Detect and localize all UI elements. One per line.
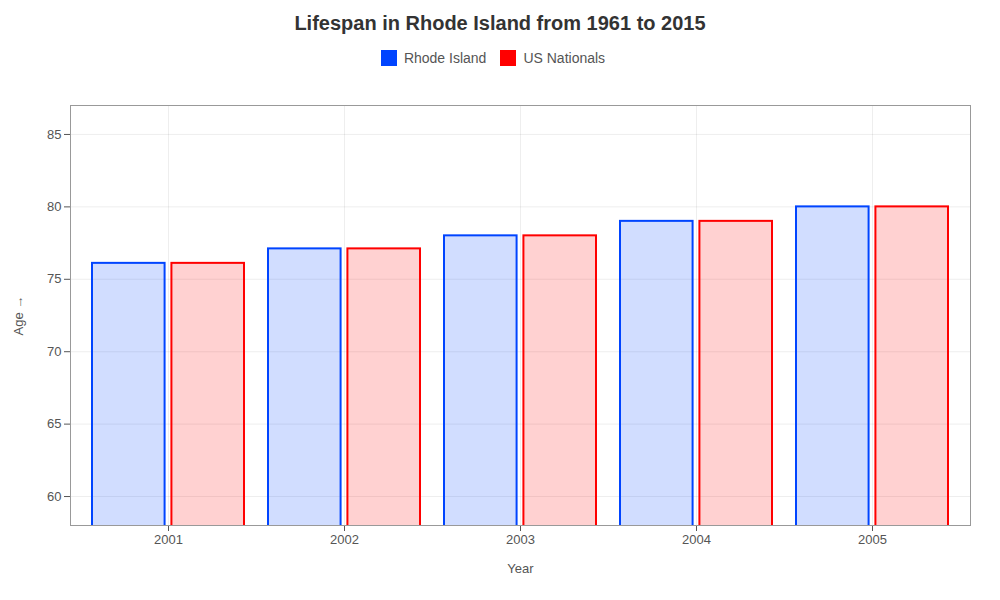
svg-text:80: 80 <box>47 199 61 214</box>
svg-text:2005: 2005 <box>858 532 887 547</box>
svg-text:65: 65 <box>47 416 61 431</box>
svg-text:2003: 2003 <box>506 532 535 547</box>
svg-text:Age →: Age → <box>11 296 26 336</box>
svg-text:Year: Year <box>507 561 534 576</box>
html-text:US Nationals: US Nationals <box>523 49 606 66</box>
html-text:Lifespan in Rhode Island from: Lifespan in Rhode Island from 1961 to 20… <box>294 12 706 34</box>
svg-text:60: 60 <box>47 489 61 504</box>
svg-text:2002: 2002 <box>330 532 359 547</box>
svg-text:75: 75 <box>47 271 61 286</box>
svg-text:70: 70 <box>47 344 61 359</box>
svg-text:2004: 2004 <box>682 532 711 547</box>
svg-text:2001: 2001 <box>154 532 183 547</box>
html-text:Rhode Island: Rhode Island <box>403 49 487 66</box>
svg-text:85: 85 <box>47 127 61 142</box>
